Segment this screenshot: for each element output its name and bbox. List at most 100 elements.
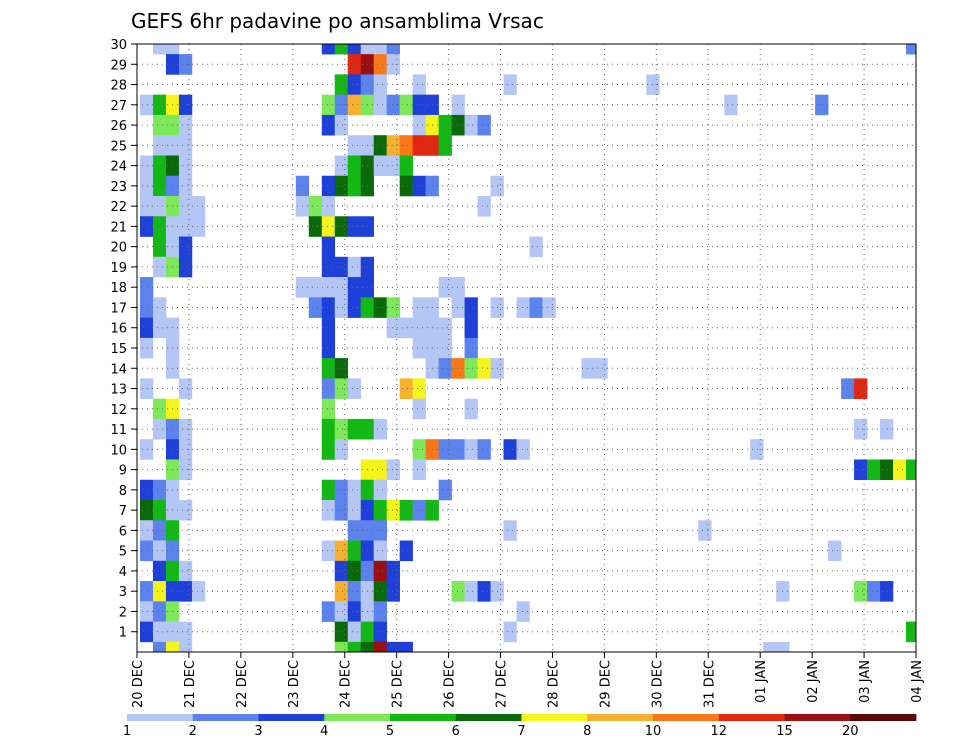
heatmap-cell bbox=[503, 439, 517, 460]
heatmap-cell bbox=[178, 94, 193, 116]
heatmap-cell bbox=[386, 581, 400, 602]
heatmap-cell bbox=[438, 135, 452, 156]
heatmap-cell bbox=[152, 560, 167, 582]
y-tick-label: 7 bbox=[119, 504, 127, 519]
heatmap-cell bbox=[152, 236, 167, 258]
heatmap-cell bbox=[594, 358, 608, 379]
y-tick-label: 2 bbox=[119, 605, 127, 620]
heatmap-cell bbox=[776, 641, 790, 653]
heatmap-cell bbox=[438, 358, 452, 379]
colorbar-swatch bbox=[390, 714, 457, 721]
heatmap-cell bbox=[152, 500, 167, 521]
colorbar-label: 20 bbox=[842, 724, 859, 739]
y-tick-label: 10 bbox=[110, 443, 127, 458]
heatmap-cell bbox=[451, 114, 465, 136]
heatmap-cell bbox=[854, 378, 868, 399]
x-tick-label: 23 DEC bbox=[287, 660, 302, 708]
heatmap-cell bbox=[140, 216, 154, 237]
y-axis: 1234567891011121314151617181920212223242… bbox=[110, 38, 137, 641]
heatmap-cell bbox=[477, 114, 491, 136]
heatmap-cell bbox=[347, 601, 362, 622]
colorbar-swatch bbox=[324, 714, 391, 721]
heatmap-cell bbox=[321, 297, 336, 318]
heatmap-cell bbox=[321, 216, 336, 237]
heatmap-cell bbox=[386, 155, 400, 177]
heatmap-cell bbox=[412, 175, 426, 197]
heatmap-cell bbox=[140, 297, 154, 318]
heatmap-cell bbox=[321, 398, 336, 420]
heatmap-cell bbox=[373, 44, 387, 55]
heatmap-cell bbox=[334, 114, 349, 136]
x-tick-label: 29 DEC bbox=[598, 660, 613, 708]
heatmap-cell bbox=[477, 581, 491, 602]
heatmap-cell bbox=[334, 601, 349, 622]
grid-lines bbox=[137, 43, 916, 652]
colorbar-legend: 1 2 3 4 5 6 7 8 10 12 15 20 bbox=[123, 714, 917, 739]
heatmap-cell bbox=[140, 337, 154, 359]
heatmap-cell bbox=[373, 479, 387, 501]
heatmap-cell bbox=[438, 277, 452, 298]
heatmap-cell bbox=[178, 196, 193, 217]
heatmap-cell bbox=[334, 175, 349, 197]
heatmap-cell bbox=[477, 196, 491, 217]
y-tick-label: 18 bbox=[110, 281, 127, 296]
heatmap-cell bbox=[386, 560, 400, 582]
heatmap-cell bbox=[347, 500, 362, 521]
heatmap-cell bbox=[373, 459, 387, 481]
heatmap-cell bbox=[347, 216, 362, 237]
heatmap-cell bbox=[815, 94, 829, 116]
heatmap-cell bbox=[464, 337, 478, 359]
y-tick-label: 23 bbox=[110, 180, 127, 195]
heatmap-cell bbox=[308, 297, 323, 318]
heatmap-cell bbox=[178, 459, 193, 481]
y-tick-label: 12 bbox=[110, 403, 127, 418]
x-tick-label: 02 JAN bbox=[806, 660, 821, 703]
heatmap-cell bbox=[347, 54, 362, 75]
colorbar-swatch bbox=[127, 714, 194, 721]
heatmap-cell bbox=[321, 256, 336, 278]
heatmap-cell bbox=[321, 439, 336, 460]
heatmap-cell bbox=[854, 418, 868, 440]
heatmap-cell bbox=[191, 216, 206, 237]
heatmap-cell bbox=[373, 621, 387, 643]
heatmap-cell bbox=[581, 358, 595, 379]
heatmap-cell bbox=[763, 641, 777, 653]
heatmap-cell bbox=[334, 216, 349, 237]
y-tick-label: 6 bbox=[119, 524, 127, 539]
plot-frame bbox=[136, 43, 917, 653]
heatmap-cell bbox=[178, 114, 193, 136]
x-tick-label: 31 DEC bbox=[702, 660, 717, 708]
y-tick-label: 1 bbox=[119, 626, 127, 641]
heatmap-cell bbox=[412, 297, 426, 318]
heatmap-cell bbox=[386, 135, 400, 156]
heatmap-cell bbox=[334, 297, 349, 318]
heatmap-cell bbox=[360, 641, 374, 653]
heatmap-cell bbox=[399, 641, 413, 653]
heatmap-cell bbox=[464, 358, 478, 379]
heatmap-cell bbox=[152, 581, 167, 602]
x-tick-label: 26 DEC bbox=[443, 660, 458, 708]
heatmap-cell bbox=[347, 277, 362, 298]
y-tick-label: 24 bbox=[110, 160, 127, 175]
heatmap-cell bbox=[347, 621, 362, 643]
heatmap-cell bbox=[152, 297, 167, 318]
heatmap-cell bbox=[386, 297, 400, 318]
heatmap-cell bbox=[321, 317, 336, 339]
heatmap-cell bbox=[412, 398, 426, 420]
heatmap-cell bbox=[451, 581, 465, 602]
heatmap-cell bbox=[451, 358, 465, 379]
heatmap-cell bbox=[178, 378, 193, 399]
x-tick-label: 20 DEC bbox=[131, 660, 146, 708]
y-tick-label: 4 bbox=[119, 565, 127, 580]
heatmap-cell bbox=[152, 317, 167, 339]
colorbar-label: 2 bbox=[189, 724, 197, 739]
heatmap-cell bbox=[399, 540, 413, 562]
y-tick-label: 27 bbox=[110, 99, 127, 114]
y-tick-label: 20 bbox=[110, 241, 127, 256]
y-tick-label: 28 bbox=[110, 79, 127, 94]
heatmap-cell bbox=[451, 94, 465, 116]
y-tick-label: 21 bbox=[110, 220, 127, 235]
x-tick-label: 21 DEC bbox=[183, 660, 198, 708]
heatmap-cell bbox=[347, 581, 362, 602]
heatmap-cell bbox=[178, 155, 193, 177]
